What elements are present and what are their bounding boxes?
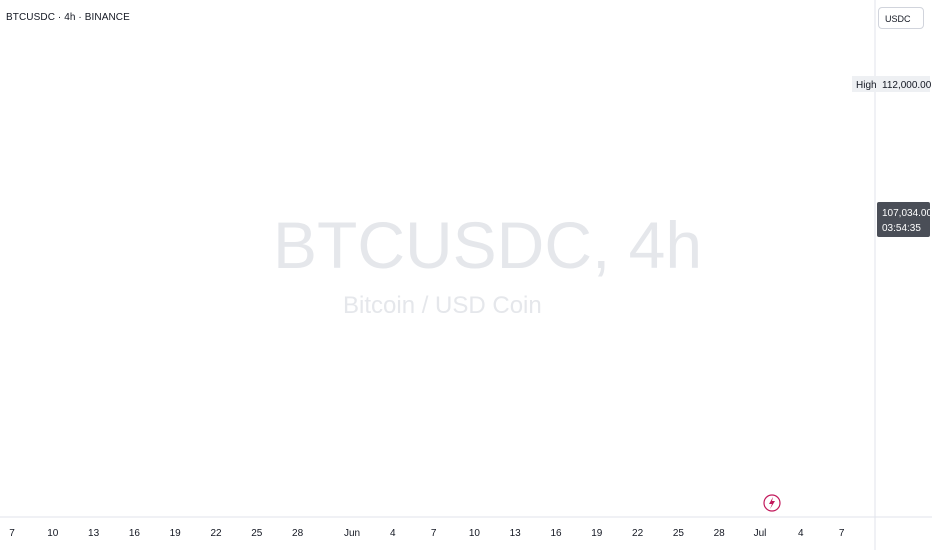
- x-tick-label: 4: [390, 528, 396, 539]
- x-tick-label: 22: [210, 528, 222, 539]
- watermark-name: Bitcoin / USD Coin: [343, 292, 542, 319]
- high-value: 112,000.00: [882, 80, 932, 91]
- high-value-bg: [878, 76, 930, 92]
- x-tick-label: 22: [632, 528, 644, 539]
- current-price-marker: 107,034.00 03:54:35: [877, 202, 932, 237]
- high-label: High: [856, 80, 877, 91]
- x-tick-label: 19: [591, 528, 603, 539]
- countdown-timer: 03:54:35: [882, 223, 921, 234]
- x-tick-label: 19: [170, 528, 182, 539]
- x-tick-label: 16: [550, 528, 562, 539]
- x-tick-label: Jun: [344, 528, 360, 539]
- x-tick-label: Jul: [754, 528, 767, 539]
- x-tick-label: 13: [510, 528, 522, 539]
- x-tick-label: 25: [673, 528, 685, 539]
- watermark-ticker: BTCUSDC, 4h: [273, 208, 702, 282]
- x-tick-label: 7: [431, 528, 437, 539]
- x-axis[interactable]: 7 10 13 16 19 22 25 28 Jun 4 7 10 13 16 19 22 25 28 Jul 4 7: [9, 528, 845, 539]
- high-marker: High 112,000.00: [852, 76, 932, 92]
- x-tick-label: 28: [292, 528, 304, 539]
- x-tick-label: 7: [9, 528, 15, 539]
- symbol-title: BTCUSDC · 4h · BINANCE: [6, 12, 130, 23]
- high-label-bg: [852, 76, 878, 92]
- x-tick-label: 10: [47, 528, 59, 539]
- x-tick-label: 4: [798, 528, 804, 539]
- x-tick-label: 28: [714, 528, 726, 539]
- x-tick-label: 13: [88, 528, 100, 539]
- x-tick-label: 10: [469, 528, 481, 539]
- x-tick-label: 25: [251, 528, 263, 539]
- currency-button[interactable]: USDC: [878, 7, 924, 29]
- current-price-bg: [877, 202, 930, 237]
- current-price-value: 107,034.00: [882, 208, 932, 219]
- x-tick-label: 16: [129, 528, 141, 539]
- lightning-icon[interactable]: [763, 494, 781, 512]
- x-tick-label: 7: [839, 528, 845, 539]
